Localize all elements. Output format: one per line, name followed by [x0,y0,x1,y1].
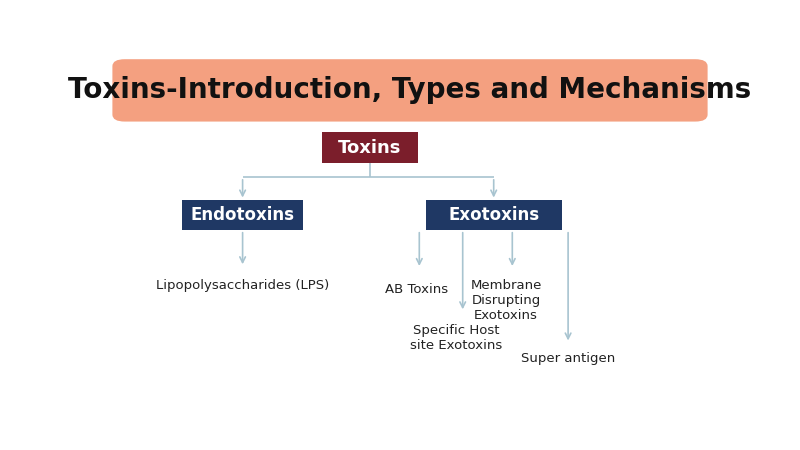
FancyBboxPatch shape [322,132,418,163]
FancyBboxPatch shape [182,200,303,230]
FancyBboxPatch shape [426,200,562,230]
Text: Toxins: Toxins [338,139,402,157]
FancyBboxPatch shape [112,59,708,122]
Text: Endotoxins: Endotoxins [190,206,294,224]
Text: Super antigen: Super antigen [521,352,615,365]
Text: Lipopolysaccharides (LPS): Lipopolysaccharides (LPS) [156,279,330,292]
Text: AB Toxins: AB Toxins [385,283,448,296]
Text: Membrane
Disrupting
Exotoxins: Membrane Disrupting Exotoxins [470,279,542,322]
Text: Specific Host
site Exotoxins: Specific Host site Exotoxins [410,324,502,352]
Text: Toxins-Introduction, Types and Mechanisms: Toxins-Introduction, Types and Mechanism… [68,76,752,104]
Text: Exotoxins: Exotoxins [448,206,539,224]
